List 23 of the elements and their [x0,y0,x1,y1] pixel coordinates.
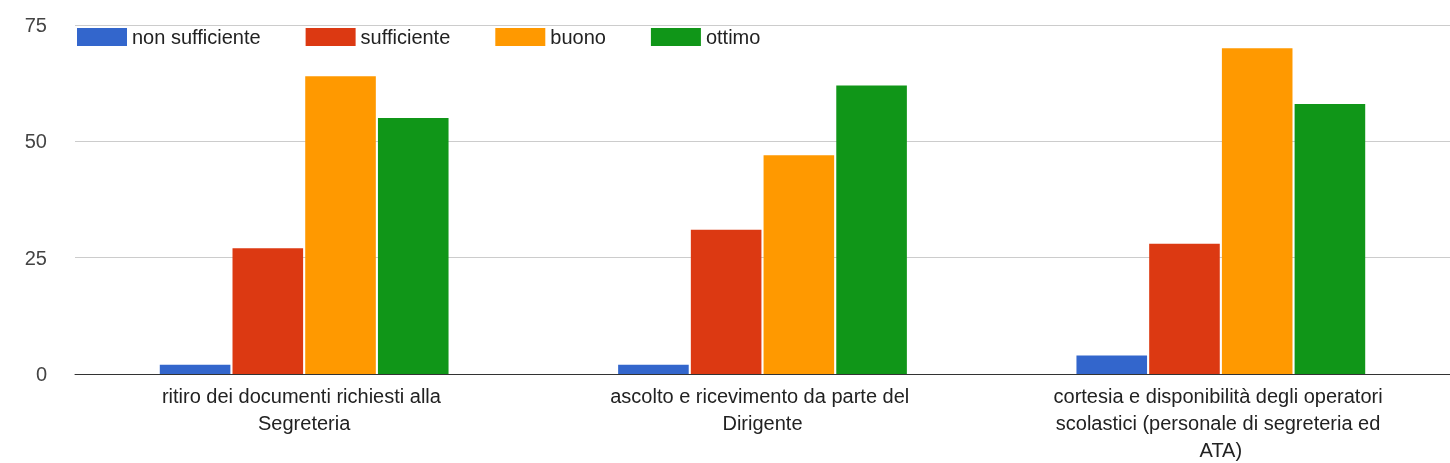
legend-label: sufficiente [360,26,451,48]
bar [836,85,907,374]
bar [763,155,835,374]
bar [232,248,304,374]
x-tick-label: ascolto e ricevimento da parte del Dirigente [610,384,915,434]
y-tick-label: 50 [24,130,47,153]
x-tick-label: cortesia e disponibilità degli operatori scolastici (personale di segreteria ed ATA) [1053,384,1389,461]
bar [159,364,231,374]
x-tick-label: ritiro dei documenti richiesti alla Segreteria [161,384,447,434]
bar [690,229,762,374]
legend-label: buono [550,26,606,48]
y-tick-label: 0 [35,363,47,385]
bar [377,118,449,374]
legend-label: non sufficiente [132,26,261,48]
bar [1221,48,1293,374]
bar [1149,243,1220,374]
y-tick-label: 25 [24,246,47,269]
bar [1294,104,1366,374]
legend-label: ottimo [705,26,761,48]
bar [1076,355,1148,374]
bar [305,76,376,374]
bar [618,364,689,374]
y-tick-label: 75 [24,14,47,36]
